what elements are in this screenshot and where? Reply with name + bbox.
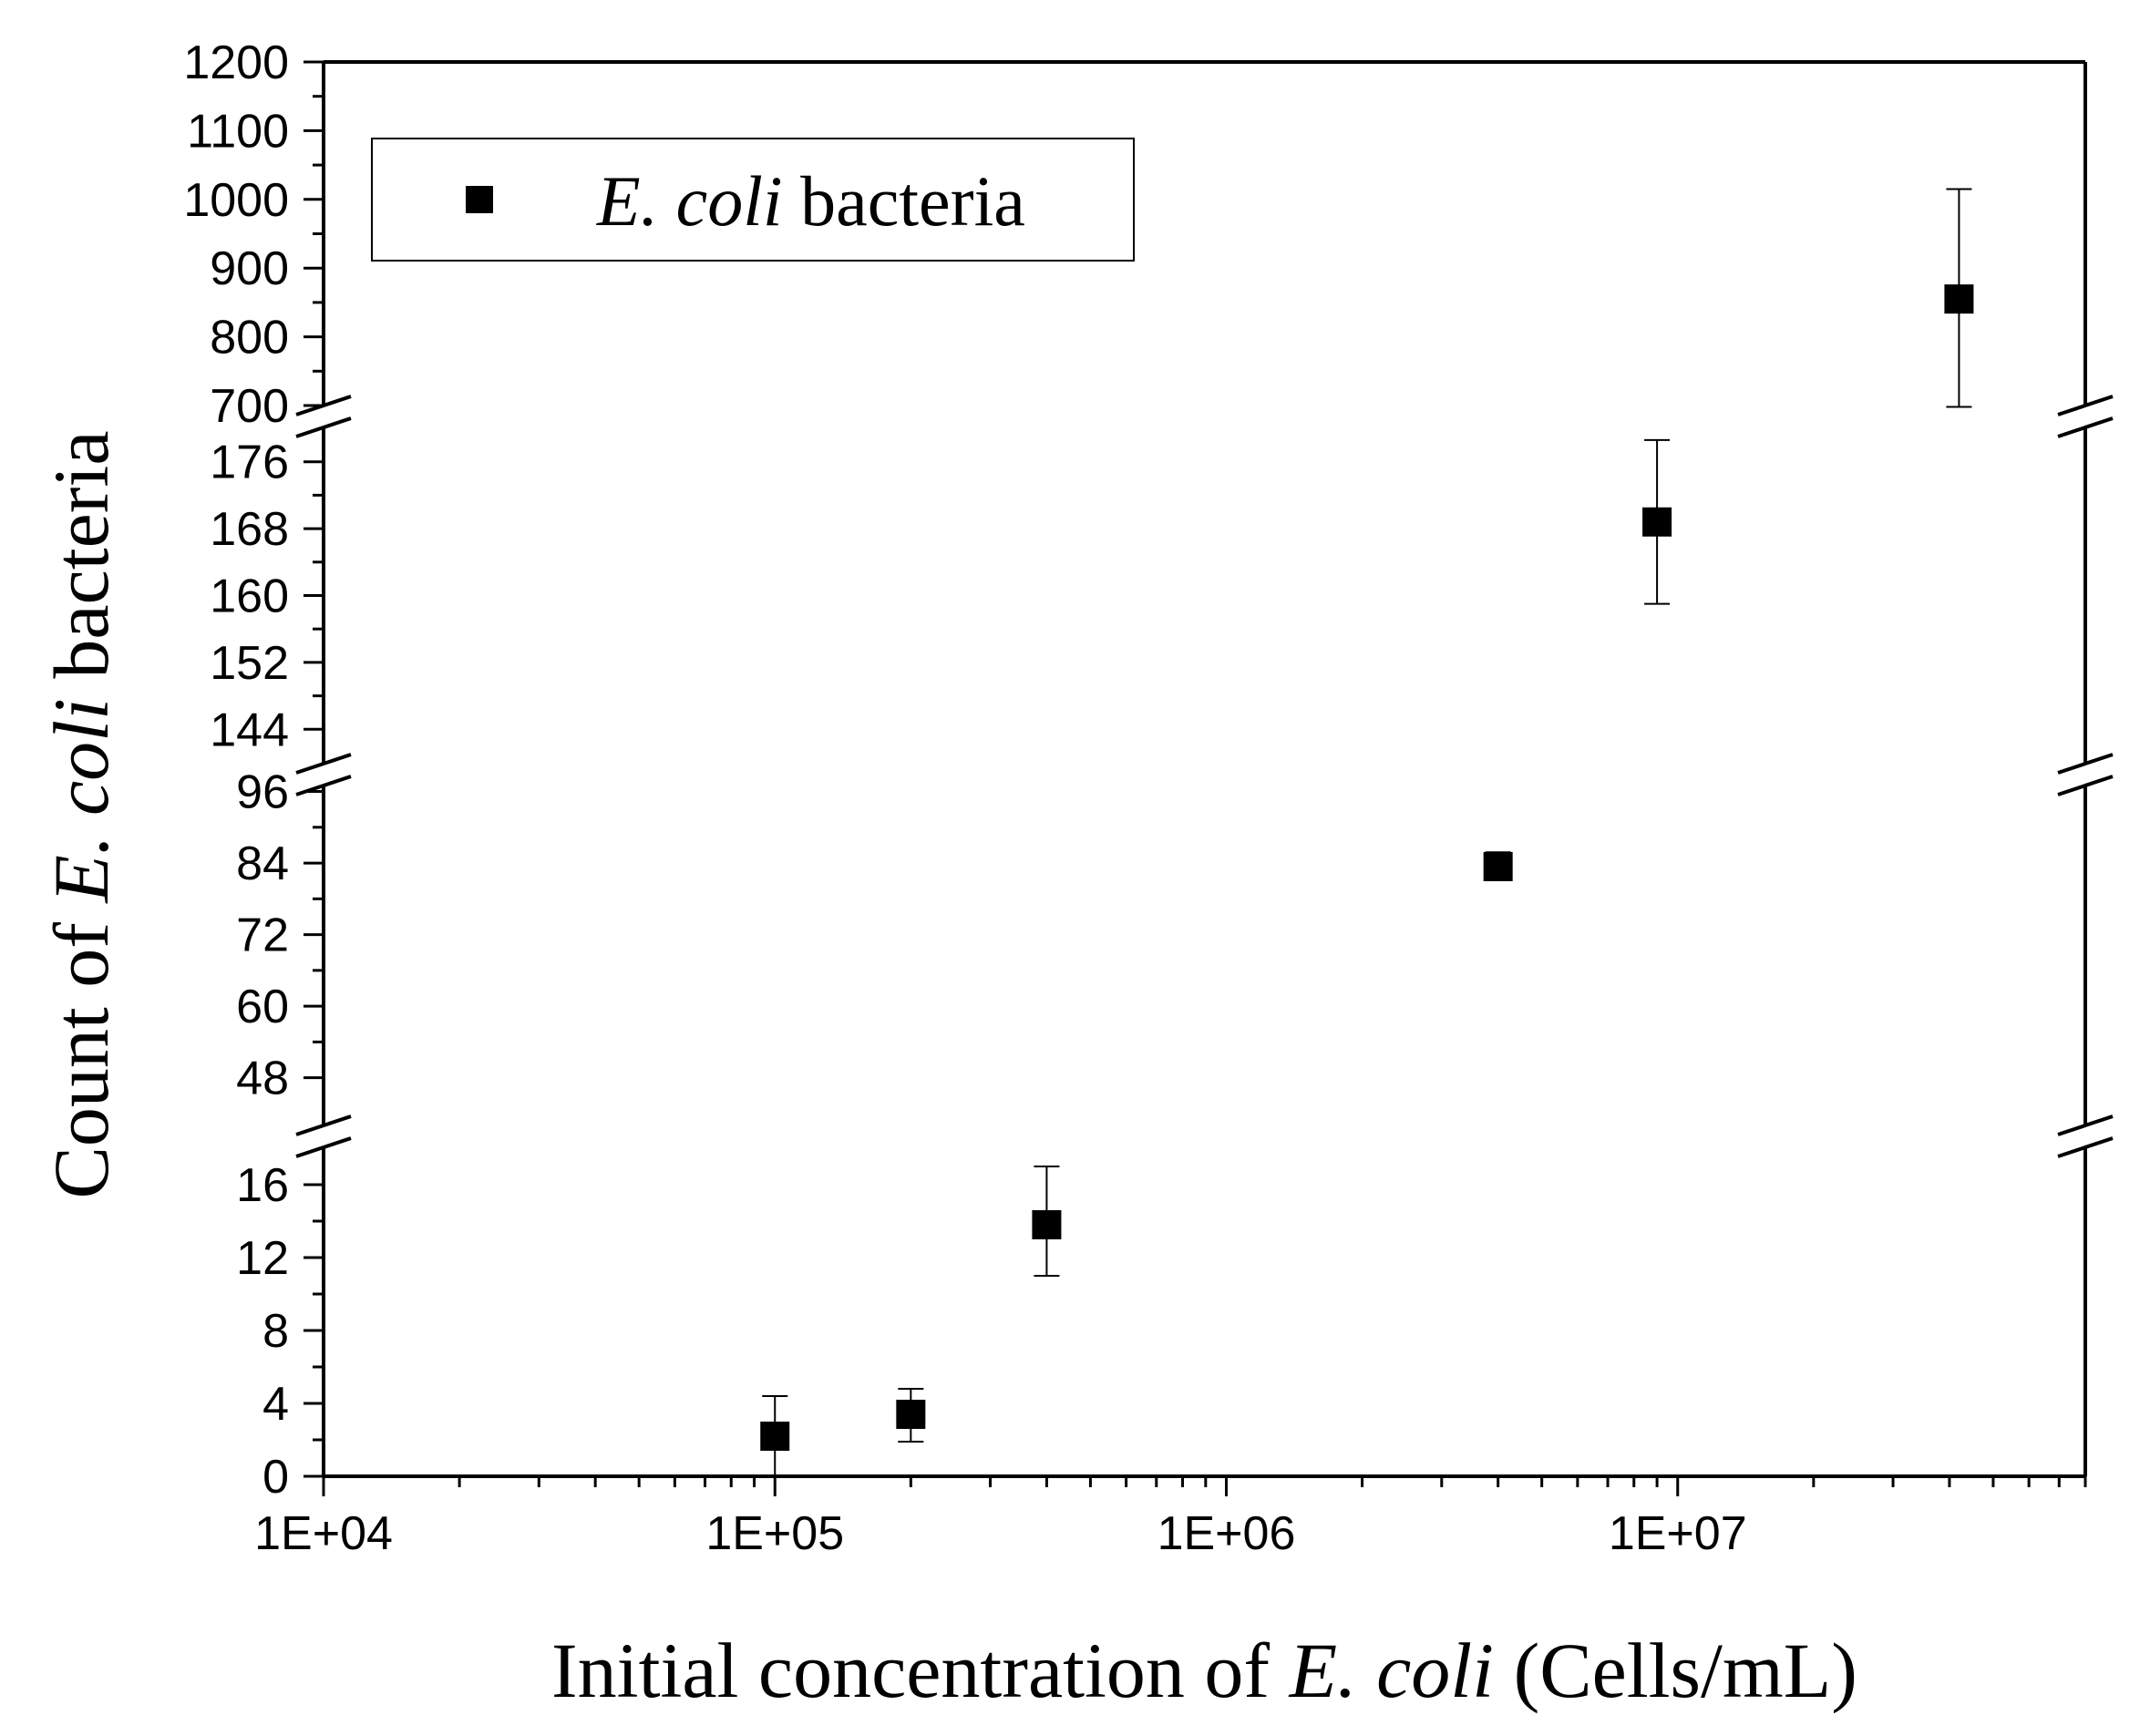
y-tick-label: 168 xyxy=(210,503,289,556)
legend-label-rest: bacteria xyxy=(783,161,1025,241)
y-title-post: bacteria xyxy=(37,430,125,698)
y-tick-label: 8 xyxy=(262,1305,289,1358)
data-point xyxy=(1944,284,1974,314)
y-tick-label: 16 xyxy=(236,1159,289,1212)
y-tick-label: 800 xyxy=(210,312,289,365)
axis-break-mark xyxy=(295,1136,352,1158)
x-tick-label: 1E+07 xyxy=(1609,1507,1747,1560)
axis-break-mark xyxy=(295,753,352,775)
x-title-italic: E. coli xyxy=(1288,1627,1495,1714)
y-tick-label: 48 xyxy=(236,1053,289,1105)
axis-break-mark xyxy=(2057,416,2114,438)
x-axis-title: Initial concentration of E. coli (Cells/… xyxy=(551,1627,1857,1714)
data-point xyxy=(1032,1210,1062,1239)
axis-break-mark xyxy=(2057,753,2114,775)
y-tick-label: 700 xyxy=(210,380,289,433)
data-point xyxy=(760,1422,790,1451)
axis-break-mark xyxy=(2057,1115,2114,1136)
axis-break-mark xyxy=(2057,395,2114,416)
y-tick-label: 144 xyxy=(210,704,289,756)
axis-break-mark xyxy=(2057,775,2114,796)
x-tick-label: 1E+04 xyxy=(254,1507,393,1560)
y-tick-label: 900 xyxy=(210,242,289,295)
axis-break-mark xyxy=(2057,1136,2114,1158)
y-tick-label: 60 xyxy=(236,981,289,1033)
y-tick-label: 96 xyxy=(236,766,289,819)
x-title-pre: Initial concentration of xyxy=(551,1627,1290,1714)
y-tick-label: 72 xyxy=(236,909,289,962)
y-tick-label: 4 xyxy=(262,1378,289,1431)
axes xyxy=(295,60,2114,1478)
data-point xyxy=(896,1400,926,1429)
axis-break-mark xyxy=(295,1115,352,1136)
x-tick-label: 1E+05 xyxy=(705,1507,844,1560)
y-title-pre: Count of xyxy=(37,903,125,1199)
axis-break-mark xyxy=(295,416,352,438)
y-tick-label: 12 xyxy=(236,1232,289,1285)
y-title-italic: E. coli xyxy=(37,698,125,905)
y-tick-label: 1200 xyxy=(183,36,289,89)
y-axis-title: Count of E. coli bacteria xyxy=(37,430,125,1198)
y-tick-label: 84 xyxy=(236,837,289,890)
legend-box xyxy=(371,138,1135,262)
y-tick-label: 160 xyxy=(210,570,289,623)
x-tick-label: 1E+06 xyxy=(1157,1507,1296,1560)
y-tick-label: 1000 xyxy=(183,174,289,227)
data-point xyxy=(1483,851,1513,881)
legend-marker xyxy=(466,186,493,213)
legend-label: E. coli bacteria xyxy=(596,161,1025,241)
legend: E. coli bacteria xyxy=(371,138,1135,262)
x-title-post: (Cells/mL) xyxy=(1494,1627,1857,1714)
y-tick-label: 0 xyxy=(262,1451,289,1504)
y-tick-label: 1100 xyxy=(187,105,289,158)
y-tick-label: 176 xyxy=(210,437,289,489)
data-point xyxy=(1642,507,1672,537)
legend-label-italic: E. coli xyxy=(596,161,783,241)
y-tick-label: 152 xyxy=(210,637,289,690)
